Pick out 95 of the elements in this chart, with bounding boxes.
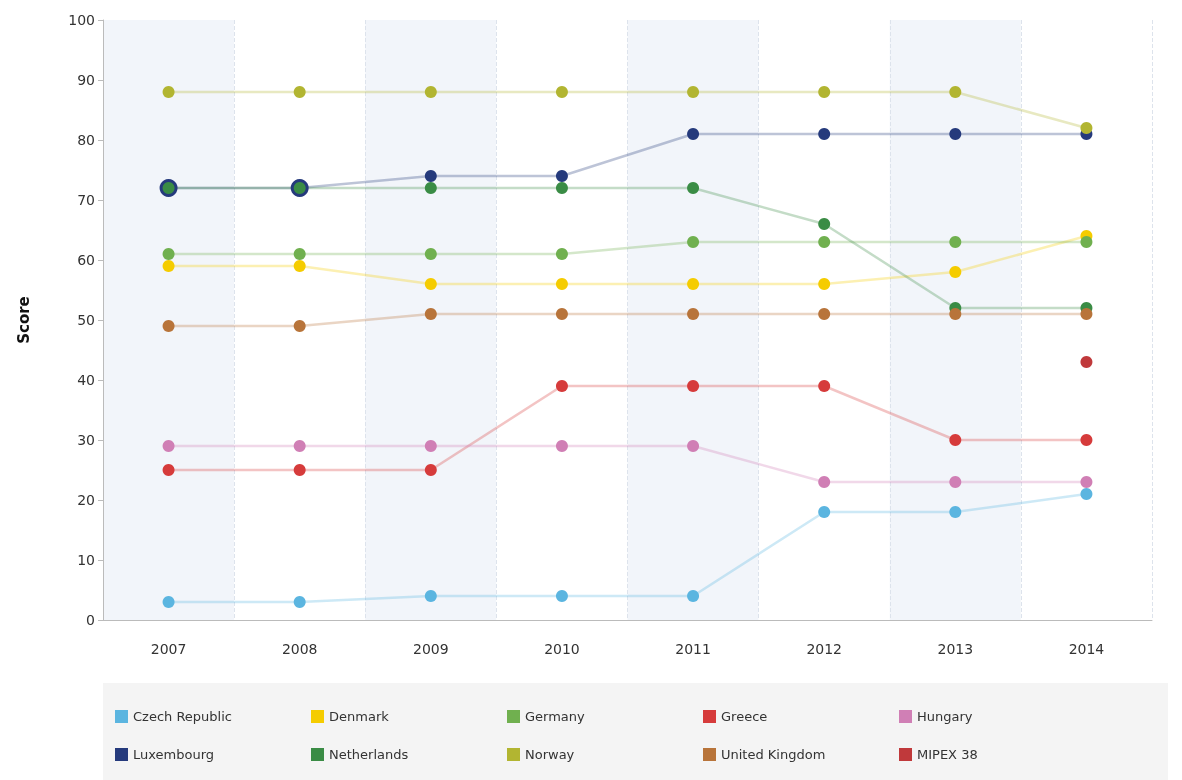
point (687, 440, 700, 452)
y-tick-label: 90 (77, 72, 95, 88)
x-tick-label: 2009 (412, 641, 449, 657)
x-tick-label: 2012 (806, 641, 843, 657)
point (293, 248, 306, 260)
y-tick-label: 80 (77, 132, 95, 148)
point (424, 182, 437, 194)
y-tick-label: 30 (77, 432, 95, 448)
x-tick-label: 2014 (1068, 641, 1105, 657)
point (162, 248, 175, 260)
point (293, 86, 306, 98)
legend-label: Czech Republic (133, 709, 232, 724)
y-tick-label: 50 (77, 312, 95, 328)
y-tick-label: 100 (68, 12, 95, 28)
point (949, 506, 962, 518)
legend-label: Germany (525, 709, 586, 724)
point (424, 278, 437, 290)
x-tick-label: 2007 (150, 641, 187, 657)
point (162, 596, 175, 608)
point (818, 86, 831, 98)
point (555, 170, 568, 182)
point (687, 278, 700, 290)
point (424, 590, 437, 602)
point (687, 182, 700, 194)
point (949, 476, 962, 488)
point (687, 128, 700, 140)
point (162, 464, 175, 476)
point (555, 590, 568, 602)
point (555, 380, 568, 392)
point (424, 440, 437, 452)
point (555, 182, 568, 194)
point (424, 308, 437, 320)
point (687, 590, 700, 602)
point (293, 440, 306, 452)
point (818, 308, 831, 320)
point (1080, 434, 1093, 446)
point (555, 278, 568, 290)
point (1080, 236, 1093, 248)
y-tick-label: 40 (77, 372, 95, 388)
y-tick-label: 20 (77, 492, 95, 508)
point (949, 434, 962, 446)
point (949, 308, 962, 320)
point (293, 596, 306, 608)
point (555, 440, 568, 452)
x-tick-label: 2013 (937, 641, 974, 657)
point (424, 464, 437, 476)
point (818, 506, 831, 518)
point (1080, 476, 1093, 488)
point (687, 86, 700, 98)
point (1080, 488, 1093, 500)
legend-label: MIPEX 38 (917, 747, 978, 762)
point (949, 86, 962, 98)
point (687, 308, 700, 320)
y-tick-label: 60 (77, 252, 95, 268)
point (555, 308, 568, 320)
y-tick-label: 0 (86, 612, 95, 628)
point (162, 320, 175, 332)
legend-label: Hungary (917, 709, 973, 724)
point (818, 218, 831, 230)
point (818, 236, 831, 248)
legend-label: Denmark (329, 709, 390, 724)
point (949, 266, 962, 278)
y-tick-label: 70 (77, 192, 95, 208)
point (293, 260, 306, 272)
point (1080, 356, 1093, 368)
point (424, 170, 437, 182)
point (818, 476, 831, 488)
point (162, 440, 175, 452)
point (162, 86, 175, 98)
point (818, 380, 831, 392)
point (687, 236, 700, 248)
legend-label: Norway (525, 747, 575, 762)
point (424, 248, 437, 260)
legend-label: Netherlands (329, 747, 409, 762)
point (293, 320, 306, 332)
point (818, 278, 831, 290)
point (949, 128, 962, 140)
point (949, 236, 962, 248)
legend-label: Greece (721, 709, 768, 724)
point (162, 260, 175, 272)
point (555, 86, 568, 98)
point (1080, 308, 1093, 320)
legend-label: United Kingdom (721, 747, 826, 762)
point (424, 86, 437, 98)
point (818, 128, 831, 140)
point (555, 248, 568, 260)
point (293, 464, 306, 476)
x-tick-label: 2010 (544, 641, 580, 657)
point (1080, 122, 1093, 134)
point (687, 380, 700, 392)
x-tick-label: 2011 (675, 641, 711, 657)
legend-label: Luxembourg (133, 747, 215, 762)
y-axis-title: Score (14, 296, 33, 344)
x-tick-label: 2008 (281, 641, 318, 657)
y-tick-label: 10 (77, 552, 95, 568)
